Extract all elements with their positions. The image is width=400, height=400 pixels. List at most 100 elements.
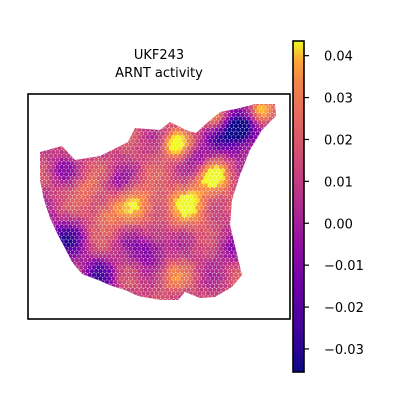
spot [218,172,224,177]
spot [197,149,202,155]
spot [193,98,197,102]
spot [106,164,112,170]
spot [201,209,206,214]
spot [214,283,219,289]
spot [145,149,150,155]
spot [83,175,88,181]
spot [76,149,82,155]
spot [81,142,86,147]
spot [167,127,172,132]
spot [132,149,138,155]
spot [70,109,75,114]
spot [248,112,254,118]
spot [74,198,79,203]
spot [63,194,69,199]
spot [277,191,281,195]
spot [98,98,102,102]
spot [141,112,146,118]
spot [204,302,208,306]
spot [223,298,228,300]
spot [223,179,228,184]
spot [143,220,148,225]
spot [169,109,174,114]
spot [182,295,187,300]
spot [160,280,166,285]
spot [128,202,133,207]
spot [240,164,245,170]
spot [195,205,200,211]
spot [124,231,129,237]
spot [174,302,178,306]
spot [162,276,168,281]
spot [55,135,60,140]
spot [152,131,157,136]
spot [220,250,226,255]
spot [177,228,183,233]
spot [218,216,224,222]
spot [34,262,38,266]
spot [111,194,116,199]
spot [180,276,185,281]
spot [130,175,135,181]
spot [251,235,256,240]
spot [51,194,56,199]
spot [225,153,230,158]
spot [76,112,82,118]
spot [233,198,239,203]
spot [134,190,140,196]
spot [251,116,256,121]
spot [40,168,41,173]
spot [216,146,221,151]
spot [42,224,47,229]
spot [149,105,155,110]
spot [126,146,131,151]
spot [235,127,241,132]
spot [34,209,38,213]
spot [175,283,181,289]
spot [124,120,129,125]
spot [205,164,211,170]
spot [270,283,275,289]
spot [253,187,258,192]
spot [106,239,112,244]
spot [195,228,200,233]
spot [91,153,97,158]
spot [158,231,163,237]
spot [268,272,273,277]
spot [128,261,133,266]
spot [223,216,228,222]
spot [143,257,148,263]
spot [195,161,200,166]
spot [195,190,200,196]
spot [277,176,281,180]
spot [48,183,54,188]
spot [219,98,223,102]
spot [89,135,95,140]
spot [122,302,126,306]
spot [66,198,71,203]
spot [42,194,47,199]
spot [167,246,172,251]
spot [208,228,213,233]
spot [255,213,260,218]
spot [171,187,176,192]
spot [137,224,142,229]
spot [74,131,79,136]
spot [68,261,73,266]
spot [111,135,116,140]
spot [130,272,135,277]
spot [59,261,64,266]
spot [115,246,120,251]
spot [162,224,168,229]
spot [152,220,157,225]
spot [214,172,219,177]
spot [130,295,135,300]
spot [261,246,267,251]
spot [109,213,114,218]
spot [245,98,249,102]
spot [184,194,189,199]
spot [171,164,176,170]
spot [244,231,249,237]
spot [274,209,276,214]
spot [175,202,181,207]
